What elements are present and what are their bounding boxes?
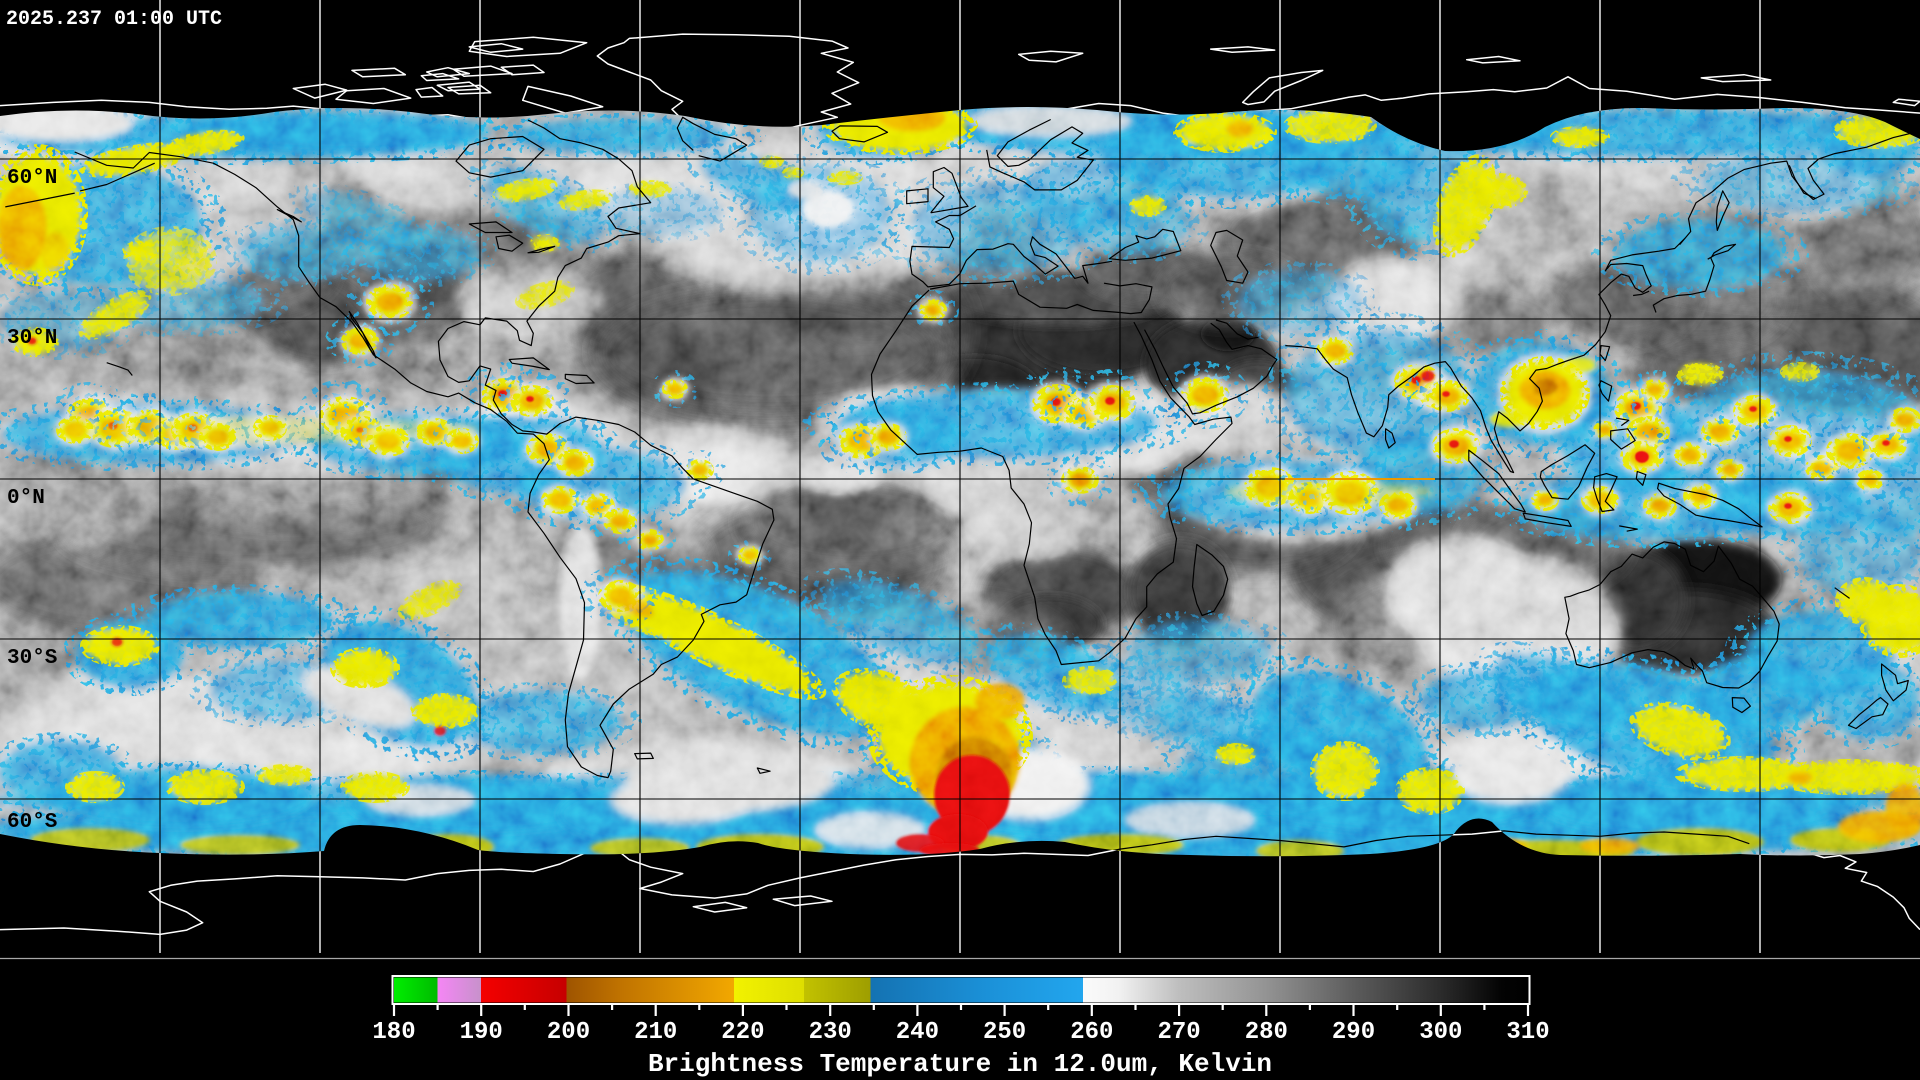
- svg-text:310: 310: [1506, 1019, 1549, 1046]
- svg-text:270: 270: [1157, 1019, 1200, 1046]
- svg-text:290: 290: [1332, 1019, 1375, 1046]
- svg-text:0°N: 0°N: [7, 487, 45, 510]
- svg-text:200: 200: [547, 1019, 590, 1046]
- svg-text:2025.237 01:00 UTC: 2025.237 01:00 UTC: [6, 8, 222, 31]
- svg-text:30°S: 30°S: [7, 647, 57, 670]
- svg-text:210: 210: [634, 1019, 677, 1046]
- svg-text:240: 240: [896, 1019, 939, 1046]
- svg-text:60°S: 60°S: [7, 811, 57, 834]
- svg-text:260: 260: [1070, 1019, 1113, 1046]
- svg-text:Brightness Temperature in 12.0: Brightness Temperature in 12.0um, Kelvin: [648, 1049, 1272, 1079]
- svg-text:280: 280: [1245, 1019, 1288, 1046]
- svg-text:220: 220: [721, 1019, 764, 1046]
- svg-text:300: 300: [1419, 1019, 1462, 1046]
- svg-text:180: 180: [372, 1019, 415, 1046]
- svg-text:230: 230: [809, 1019, 852, 1046]
- svg-text:60°N: 60°N: [7, 167, 57, 190]
- svg-text:30°N: 30°N: [7, 327, 57, 350]
- svg-text:250: 250: [983, 1019, 1026, 1046]
- svg-text:190: 190: [460, 1019, 503, 1046]
